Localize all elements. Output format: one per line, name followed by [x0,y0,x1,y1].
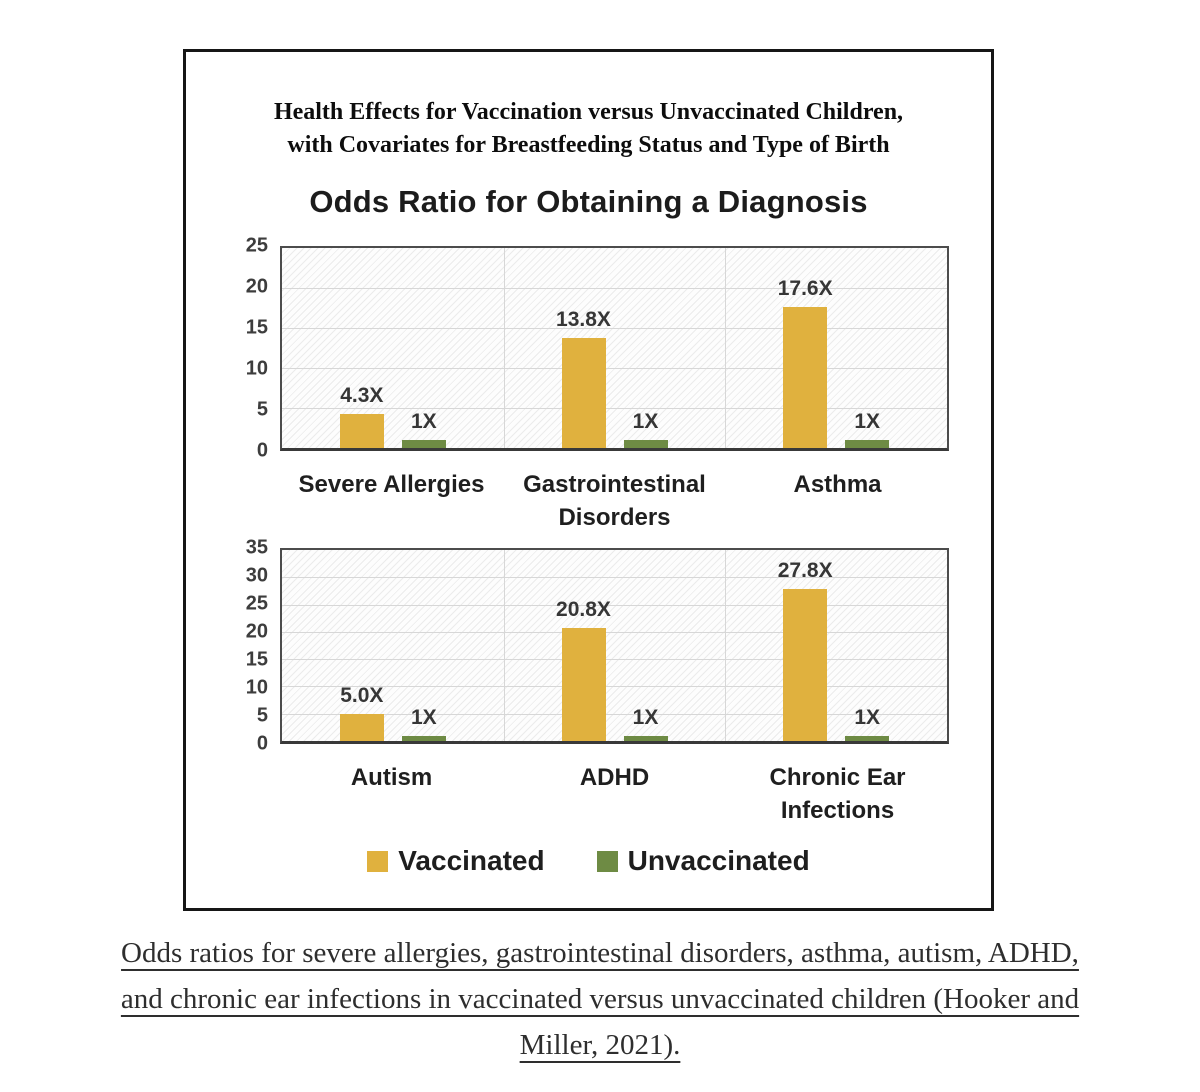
category-label: Asthma [726,451,949,534]
vertical-gridline [725,248,727,448]
horizontal-gridline [282,408,947,409]
horizontal-gridline [282,368,947,369]
bar-value-label: 5.0X [340,683,384,707]
category-label: Gastrointestinal Disorders [503,451,726,534]
legend-label: Vaccinated [398,845,545,876]
unvaccinated-bar: 1X [845,706,890,741]
bar-groups: 5.0X 1X 20.8X 1X 27.8X 1X [282,550,947,741]
bar-group: 20.8X 1X [504,550,726,741]
bar-group: 27.8X 1X [725,550,947,741]
vaccinated-swatch-icon [367,850,389,872]
horizontal-gridline [282,288,947,289]
bar-group: 13.8X 1X [504,248,726,448]
unvaccinated-bar: 1X [623,706,668,741]
bar-value-label: 20.8X [556,597,611,621]
horizontal-gridline [282,659,947,661]
y-axis-spacer [236,451,280,534]
y-axis-tick-label: 5 [256,398,268,421]
chart-legend: Vaccinated Unvaccinated [186,845,991,877]
y-axis-tick-label: 0 [256,439,268,462]
vertical-gridline [503,248,505,448]
plot-area: 4.3X 1X 13.8X 1X 17.6X 1X [280,246,949,451]
bar-value-label: 1X [632,705,659,729]
figure-title-line2: with Covariates for Breastfeeding Status… [287,132,890,158]
figure-title-line1: Health Effects for Vaccination versus Un… [273,99,904,125]
bar-groups: 4.3X 1X 13.8X 1X 17.6X 1X [282,248,947,448]
odds-ratio-chart-bottom: 0 5 10 15 20 25 30 35 5.0X 1X 20.8X 1X 27.8X 1X Auti… [236,537,949,827]
category-label: Autism [280,744,503,827]
y-axis-tick-label: 20 [245,275,268,298]
bar-value-label: 1X [854,705,881,729]
vertical-gridline [725,550,727,741]
bar-value-label: 27.8X [777,559,833,583]
vaccinated-bar: 13.8X [556,308,611,448]
horizontal-gridline [282,713,947,715]
horizontal-gridline [282,604,947,606]
legend-item-unvaccinated: Unvaccinated [596,845,810,877]
y-axis-tick-label: 35 [245,536,268,559]
category-label: Severe Allergies [280,451,503,534]
figure-box: Health Effects for Vaccination versus Un… [183,49,994,911]
category-label-text: Severe Allergies [298,471,485,498]
bar-group: 4.3X 1X [282,248,504,448]
vaccinated-bar: 20.8X [556,598,611,741]
category-label-text: Asthma [793,471,882,498]
y-axis-tick-label: 15 [245,648,268,671]
x-axis-labels: Autism ADHD Chronic Ear Infections [280,744,949,827]
y-axis-tick-label: 25 [245,234,268,257]
category-label: ADHD [503,744,726,827]
unvaccinated-bar: 1X [845,410,890,448]
figure-title: Health Effects for Vaccination versus Un… [186,96,991,162]
bar-value-label: 1X [410,410,437,433]
unvaccinated-bar: 1X [401,410,446,448]
y-axis-tick-label: 25 [245,592,268,615]
category-label-text: Autism [350,764,433,791]
odds-ratio-chart-top: 0 5 10 15 20 25 4.3X 1X 13.8X 1X 17.6X 1X Severe A… [236,235,949,534]
caption-line-3: Miller, 2021). [519,1029,681,1061]
category-label-text: Chronic Ear Infections [769,764,906,824]
y-axis-tick-label: 0 [256,732,268,755]
horizontal-gridline [282,328,947,329]
y-axis-tick-label: 10 [245,357,268,380]
y-axis-tick-label: 5 [256,704,268,727]
unvaccinated-bar: 1X [401,706,446,741]
caption-line-1: Odds ratios for severe allergies, gastro… [121,937,1079,969]
bar-value-label: 1X [410,705,437,729]
vaccinated-bar: 5.0X [339,684,384,741]
bar-value-label: 1X [632,410,659,433]
y-axis: 0 5 10 15 20 25 [236,235,280,462]
horizontal-gridline [282,577,947,579]
chart-title: Odds Ratio for Obtaining a Diagnosis [309,184,868,219]
category-label: Chronic Ear Infections [726,744,949,827]
y-axis: 0 5 10 15 20 25 30 35 [236,537,280,755]
category-label-text: Gastrointestinal Disorders [523,471,706,531]
y-axis-tick-label: 10 [245,676,268,699]
unvaccinated-swatch-icon [596,850,618,872]
vaccinated-bar: 27.8X [778,559,833,741]
y-axis-tick-label: 30 [245,564,268,587]
horizontal-gridline [282,631,947,633]
caption-link[interactable]: Odds ratios for severe allergies, gastro… [40,930,1160,1068]
bar-group: 5.0X 1X [282,550,504,741]
y-axis-tick-label: 20 [245,620,268,643]
bar-group: 17.6X 1X [725,248,947,448]
y-axis-spacer [236,744,280,827]
legend-item-vaccinated: Vaccinated [367,845,545,877]
caption-line-2: and chronic ear infections in vaccinated… [120,983,1080,1015]
unvaccinated-bar: 1X [623,410,668,448]
legend-label: Unvaccinated [627,845,810,876]
bar-value-label: 17.6X [777,277,833,301]
bar-value-label: 1X [854,410,881,433]
x-axis-labels: Severe Allergies Gastrointestinal Disorde… [280,451,949,534]
bar-value-label: 4.3X [340,383,384,407]
plot-area: 5.0X 1X 20.8X 1X 27.8X 1X [280,548,949,744]
category-label-text: ADHD [579,764,650,791]
y-axis-tick-label: 15 [245,316,268,339]
vaccinated-bar: 17.6X [778,277,833,448]
vaccinated-bar: 4.3X [339,384,384,448]
horizontal-gridline [282,686,947,688]
bar-value-label: 13.8X [556,307,611,331]
vertical-gridline [503,550,505,741]
